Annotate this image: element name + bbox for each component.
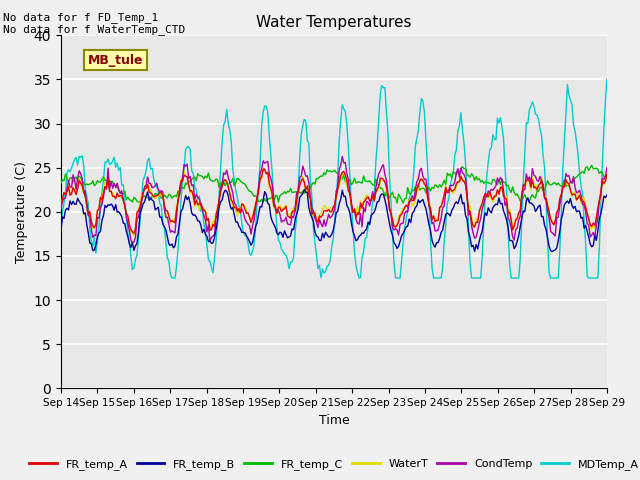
Text: No data for f WaterTemp_CTD: No data for f WaterTemp_CTD	[3, 24, 186, 35]
Title: Water Temperatures: Water Temperatures	[256, 15, 412, 30]
Text: MB_tule: MB_tule	[88, 54, 143, 67]
Legend: FR_temp_A, FR_temp_B, FR_temp_C, WaterT, CondTemp, MDTemp_A: FR_temp_A, FR_temp_B, FR_temp_C, WaterT,…	[24, 455, 640, 475]
X-axis label: Time: Time	[319, 414, 349, 427]
Y-axis label: Temperature (C): Temperature (C)	[15, 161, 28, 263]
Text: No data for f FD_Temp_1: No data for f FD_Temp_1	[3, 12, 159, 23]
